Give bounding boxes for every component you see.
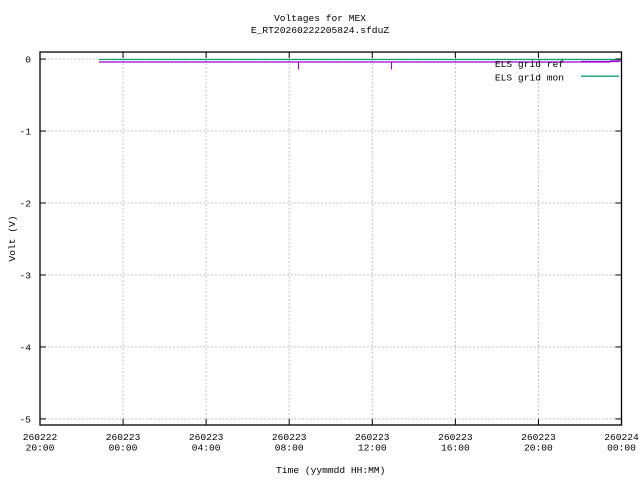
svg-text:Time (yymmdd HH:MM): Time (yymmdd HH:MM)	[276, 465, 385, 476]
svg-text:-3: -3	[19, 270, 31, 281]
svg-text:Voltages for MEX: Voltages for MEX	[274, 13, 366, 24]
svg-text:260222: 260222	[23, 432, 58, 443]
svg-text:00:00: 00:00	[109, 443, 138, 454]
svg-text:-4: -4	[19, 342, 31, 353]
svg-text:04:00: 04:00	[192, 443, 221, 454]
svg-text:ELS grid mon: ELS grid mon	[495, 73, 564, 84]
svg-text:E_RT20260222205824.sfduZ: E_RT20260222205824.sfduZ	[251, 25, 389, 36]
svg-text:ELS grid ref: ELS grid ref	[495, 59, 564, 70]
svg-text:260224: 260224	[604, 432, 639, 443]
svg-text:16:00: 16:00	[441, 443, 470, 454]
svg-text:260223: 260223	[106, 432, 141, 443]
svg-text:20:00: 20:00	[524, 443, 553, 454]
svg-text:260223: 260223	[272, 432, 307, 443]
svg-text:08:00: 08:00	[275, 443, 304, 454]
svg-text:260223: 260223	[521, 432, 556, 443]
svg-text:-2: -2	[19, 198, 31, 209]
svg-text:260223: 260223	[355, 432, 390, 443]
svg-text:0: 0	[25, 54, 31, 65]
svg-text:00:00: 00:00	[607, 443, 636, 454]
svg-text:260223: 260223	[189, 432, 224, 443]
svg-text:20:00: 20:00	[26, 443, 55, 454]
svg-text:-5: -5	[19, 414, 31, 425]
svg-text:260223: 260223	[438, 432, 473, 443]
svg-text:Volt (V): Volt (V)	[7, 215, 18, 261]
svg-text:12:00: 12:00	[358, 443, 387, 454]
svg-text:-1: -1	[19, 126, 31, 137]
